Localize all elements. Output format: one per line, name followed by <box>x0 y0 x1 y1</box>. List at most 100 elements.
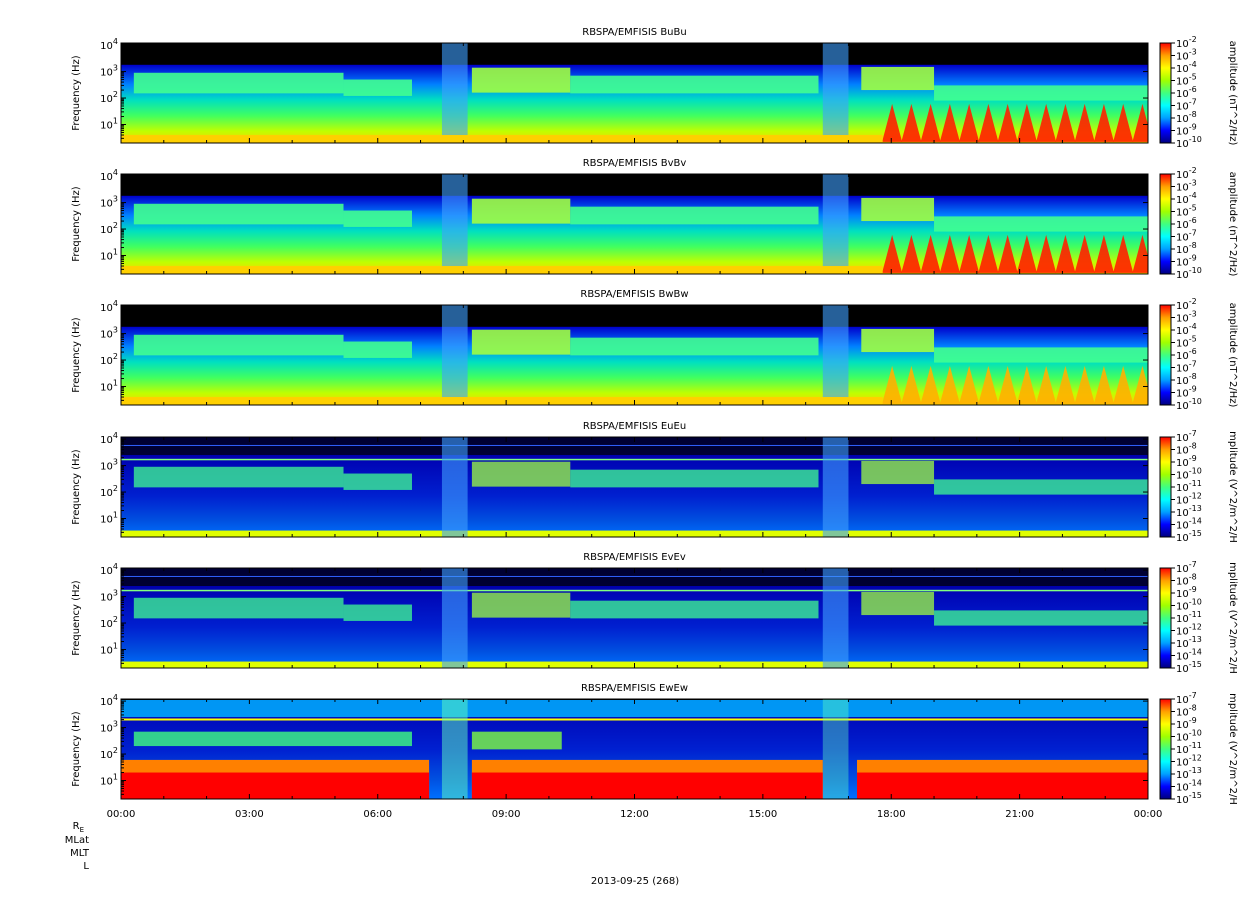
colorbar-tick-label: 10-11 <box>1176 741 1202 756</box>
colorbar-tick-label: 10-9 <box>1176 385 1197 400</box>
colorbar-tick-label: 10-6 <box>1176 347 1197 362</box>
colorbar-tick-label: 10-10 <box>1176 467 1202 482</box>
time-tick-label: 15:00 <box>748 809 777 820</box>
panel-2: RBSPA/EMFISIS BvBv Frequency (Hz) 101 102 10… <box>71 158 1238 281</box>
colorbar-tick-label: 10-12 <box>1176 492 1202 507</box>
colorbar-tick-label: 10-4 <box>1176 191 1197 206</box>
time-axis: 00:00 03:00 06:00 09:00 12:00 15:00 18:00 21:00… <box>107 809 1163 820</box>
frequency-axis-label: Frequency (Hz) <box>71 580 82 656</box>
colorbar-tick-label: 10-7 <box>1176 360 1197 375</box>
ephemeris-mlt-label: MLT <box>70 848 90 859</box>
frequency-tick-label: 102 <box>100 352 118 367</box>
colorbar-tick-label: 10-8 <box>1176 573 1197 588</box>
colorbar-tick-label: 10-2 <box>1176 297 1197 312</box>
colorbar-tick-label: 10-11 <box>1176 479 1202 494</box>
colorbar-tick-label: 10-8 <box>1176 372 1197 387</box>
spectrogram-panels: RBSPA/EMFISIS BuBu Frequency (Hz) 101 102 10… <box>71 27 1238 806</box>
colorbar-tick-label: 10-4 <box>1176 322 1197 337</box>
time-tick-label: 00:00 <box>1134 809 1163 820</box>
frequency-tick-label: 101 <box>100 510 118 525</box>
frequency-tick-label: 103 <box>100 326 118 341</box>
frequency-tick-label: 102 <box>100 221 118 236</box>
time-tick-label: 09:00 <box>492 809 521 820</box>
colorbar-tick-label: 10-3 <box>1176 179 1197 194</box>
frequency-tick-label: 102 <box>100 746 118 761</box>
frequency-tick-label: 103 <box>100 720 118 735</box>
frequency-tick-label: 101 <box>100 116 118 131</box>
panel-title: RBSPA/EMFISIS EwEw <box>581 683 688 694</box>
colorbar <box>1159 567 1172 669</box>
frequency-tick-label: 102 <box>100 484 118 499</box>
colorbar-tick-label: 10-5 <box>1176 204 1197 219</box>
colorbar-label: amplitude (nT^2/Hz) <box>1227 303 1238 408</box>
colorbar-tick-label: 10-13 <box>1176 766 1202 781</box>
colorbar-tick-label: 10-14 <box>1176 517 1202 532</box>
panel-title: RBSPA/EMFISIS BwBw <box>580 289 688 300</box>
colorbar-tick-label: 10-8 <box>1176 110 1197 125</box>
colorbar-tick-label: 10-10 <box>1176 397 1202 412</box>
frequency-tick-label: 101 <box>100 247 118 262</box>
ephemeris-re-label: RE <box>73 821 84 834</box>
colorbar-label: mplitude (V^2/m^2/H <box>1227 693 1238 805</box>
colorbar <box>1159 698 1172 800</box>
colorbar-tick-label: 10-9 <box>1176 716 1197 731</box>
panel-5: RBSPA/EMFISIS EvEv Frequency (Hz) 101 102 10… <box>71 552 1238 675</box>
frequency-tick-label: 103 <box>100 458 118 473</box>
colorbar-tick-label: 10-14 <box>1176 779 1202 794</box>
colorbar-tick-label: 10-5 <box>1176 335 1197 350</box>
colorbar <box>1159 173 1172 275</box>
frequency-tick-label: 103 <box>100 64 118 79</box>
time-tick-label: 21:00 <box>1005 809 1034 820</box>
colorbar-tick-label: 10-8 <box>1176 442 1197 457</box>
colorbar-tick-label: 10-13 <box>1176 504 1202 519</box>
frequency-tick-label: 104 <box>100 562 118 577</box>
frequency-axis-label: Frequency (Hz) <box>71 449 82 525</box>
colorbar-tick-label: 10-3 <box>1176 48 1197 63</box>
colorbar <box>1159 42 1172 144</box>
frequency-tick-label: 104 <box>100 431 118 446</box>
time-tick-label: 12:00 <box>620 809 649 820</box>
colorbar-tick-label: 10-3 <box>1176 310 1197 325</box>
ephemeris-l-label: L <box>83 861 89 872</box>
colorbar-label: amplitude (nT^2/Hz) <box>1227 172 1238 277</box>
panel-title: RBSPA/EMFISIS EvEv <box>583 552 686 563</box>
colorbar-tick-label: 10-7 <box>1176 691 1197 706</box>
spectrogram-image <box>121 305 1148 405</box>
panel-6: RBSPA/EMFISIS EwEw Frequency (Hz) 101 102 10… <box>71 683 1238 806</box>
frequency-tick-label: 101 <box>100 378 118 393</box>
colorbar-tick-label: 10-9 <box>1176 254 1197 269</box>
colorbar <box>1159 304 1172 406</box>
colorbar-label: mplitude (V^2/m^2/H <box>1227 562 1238 674</box>
frequency-tick-label: 104 <box>100 299 118 314</box>
frequency-axis-label: Frequency (Hz) <box>71 55 82 131</box>
ephemeris-labels: RE MLat MLT L <box>65 821 90 872</box>
colorbar-tick-label: 10-9 <box>1176 585 1197 600</box>
frequency-tick-label: 102 <box>100 90 118 105</box>
colorbar-tick-label: 10-6 <box>1176 216 1197 231</box>
colorbar-tick-label: 10-13 <box>1176 635 1202 650</box>
colorbar-tick-label: 10-5 <box>1176 73 1197 88</box>
frequency-tick-label: 103 <box>100 589 118 604</box>
time-tick-label: 03:00 <box>235 809 264 820</box>
colorbar-tick-label: 10-4 <box>1176 60 1197 75</box>
colorbar-tick-label: 10-8 <box>1176 704 1197 719</box>
colorbar-tick-label: 10-9 <box>1176 123 1197 138</box>
spectrogram-image <box>121 437 1148 537</box>
frequency-axis-label: Frequency (Hz) <box>71 186 82 262</box>
panel-title: RBSPA/EMFISIS BuBu <box>582 27 686 38</box>
colorbar-tick-label: 10-15 <box>1176 529 1202 544</box>
colorbar-tick-label: 10-11 <box>1176 610 1202 625</box>
spectrogram-image <box>121 568 1148 668</box>
ephemeris-mlat-label: MLat <box>65 835 89 846</box>
colorbar-tick-label: 10-14 <box>1176 648 1202 663</box>
frequency-axis-label: Frequency (Hz) <box>71 711 82 787</box>
frequency-tick-label: 102 <box>100 615 118 630</box>
colorbar-tick-label: 10-6 <box>1176 85 1197 100</box>
panel-title: RBSPA/EMFISIS EuEu <box>583 421 686 432</box>
frequency-tick-label: 101 <box>100 772 118 787</box>
colorbar-tick-label: 10-10 <box>1176 266 1202 281</box>
colorbar-tick-label: 10-12 <box>1176 754 1202 769</box>
frequency-axis-label: Frequency (Hz) <box>71 317 82 393</box>
frequency-tick-label: 104 <box>100 37 118 52</box>
